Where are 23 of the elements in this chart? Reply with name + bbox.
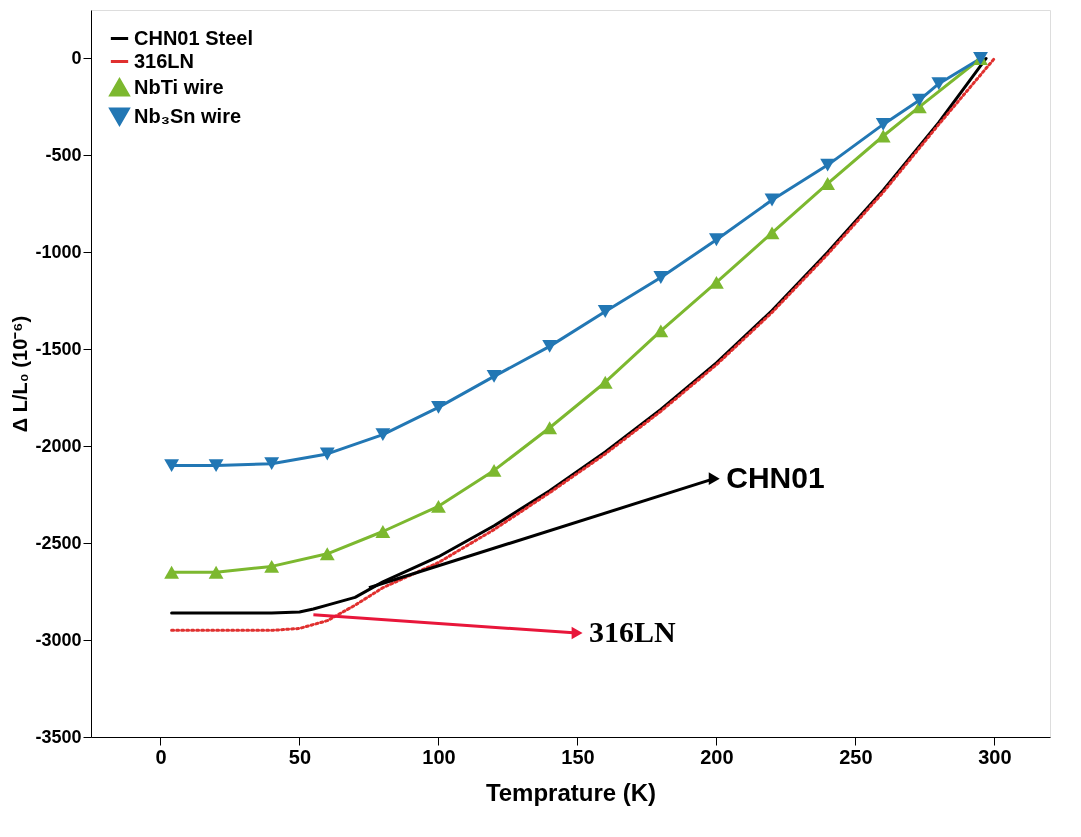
annotation: 316LN <box>589 615 677 649</box>
y-tick-label: -3000 <box>35 629 82 650</box>
y-tick-label: -1000 <box>35 241 82 262</box>
x-tick-label: 100 <box>422 745 456 768</box>
y-tick-label: -2500 <box>35 532 82 553</box>
x-tick-label: 200 <box>700 745 734 768</box>
y-tick-label: -2000 <box>35 435 82 456</box>
y-tick-label: -500 <box>45 144 82 165</box>
x-tick-label: 300 <box>978 745 1012 768</box>
legend-label: Nb₃Sn wire <box>134 104 242 127</box>
x-tick-label: 0 <box>155 745 167 768</box>
y-tick-label: 0 <box>71 47 82 68</box>
annotation: CHN01 <box>726 460 825 494</box>
y-tick-label: -3500 <box>35 726 82 747</box>
y-axis-title: Δ L/L₀ (10⁻⁶) <box>9 315 32 433</box>
legend-label: NbTi wire <box>134 75 224 98</box>
x-tick-label: 150 <box>561 745 595 768</box>
legend-label: 316LN <box>134 49 195 72</box>
x-axis-title: Temprature (K) <box>485 778 657 806</box>
y-tick-label: -1500 <box>35 338 82 359</box>
legend-label: CHN01 Steel <box>134 26 253 49</box>
x-tick-label: 250 <box>839 745 873 768</box>
x-tick-label: 50 <box>288 745 312 768</box>
